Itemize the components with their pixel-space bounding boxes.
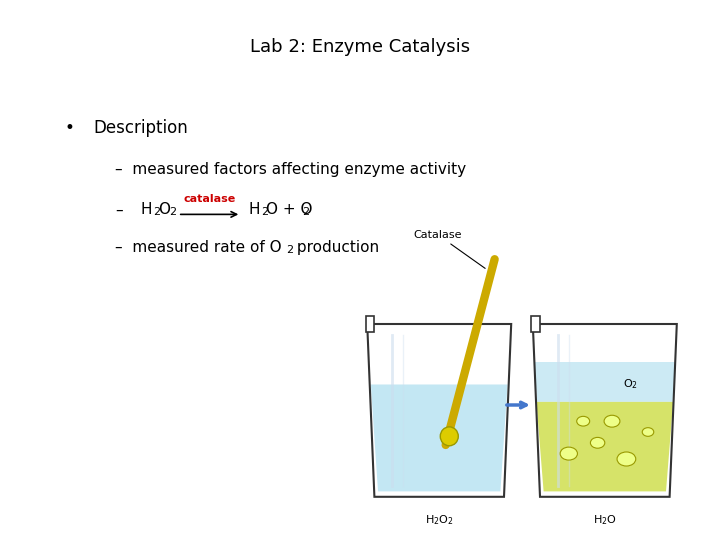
Text: H: H (248, 202, 260, 218)
FancyBboxPatch shape (366, 316, 374, 332)
Circle shape (617, 452, 636, 466)
Text: 2: 2 (302, 207, 310, 217)
Text: 2: 2 (286, 245, 293, 255)
Text: production: production (292, 240, 379, 255)
Text: 2: 2 (169, 207, 176, 217)
Text: H$_2$O$_2$: H$_2$O$_2$ (425, 513, 454, 527)
Polygon shape (536, 402, 673, 491)
Text: O$_2$: O$_2$ (624, 377, 638, 392)
Text: Description: Description (94, 119, 189, 137)
Circle shape (642, 428, 654, 436)
Circle shape (560, 447, 577, 460)
Text: catalase: catalase (184, 193, 235, 204)
Text: H: H (140, 202, 152, 218)
Text: H$_2$O: H$_2$O (593, 513, 617, 527)
Text: Lab 2: Enzyme Catalysis: Lab 2: Enzyme Catalysis (250, 38, 470, 56)
Text: •: • (65, 119, 75, 137)
Polygon shape (371, 384, 508, 491)
Text: Catalase: Catalase (413, 230, 485, 268)
Ellipse shape (440, 427, 458, 446)
Text: O: O (158, 202, 171, 218)
Text: –: – (115, 202, 123, 218)
Text: –  measured factors affecting enzyme activity: – measured factors affecting enzyme acti… (115, 162, 467, 177)
Circle shape (590, 437, 605, 448)
Polygon shape (534, 362, 675, 402)
FancyBboxPatch shape (531, 316, 540, 332)
Text: O + O: O + O (266, 202, 313, 218)
Text: –  measured rate of O: – measured rate of O (115, 240, 282, 255)
Circle shape (577, 416, 590, 426)
Text: 2: 2 (153, 207, 160, 217)
Circle shape (604, 415, 620, 427)
Text: 2: 2 (261, 207, 268, 217)
